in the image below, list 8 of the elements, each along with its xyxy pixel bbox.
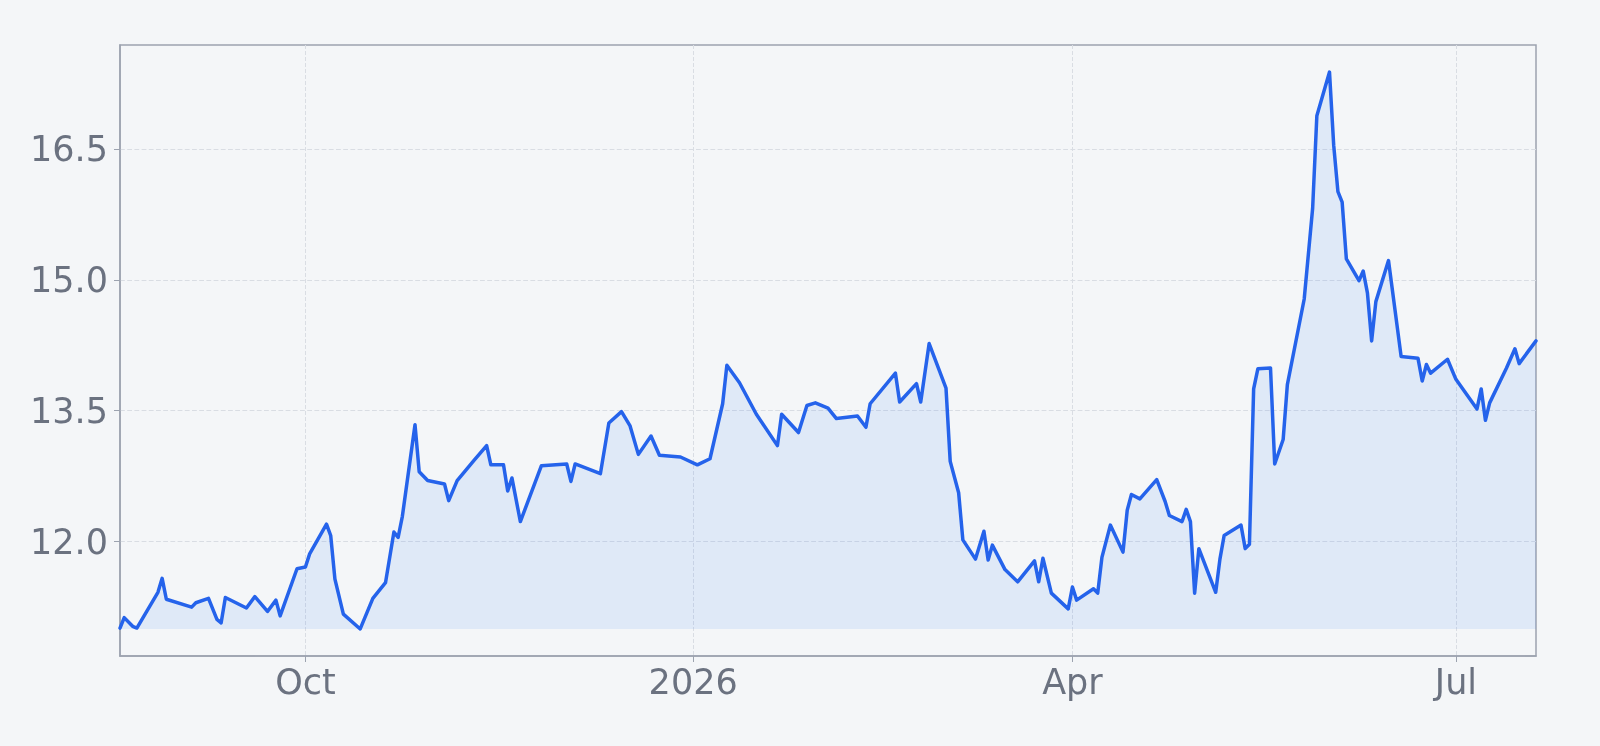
y-tick-label: 16.5 — [30, 128, 108, 169]
x-tick-label: Jul — [1432, 661, 1478, 702]
x-tick-label: Oct — [275, 661, 336, 702]
y-tick-label: 12.0 — [30, 521, 108, 562]
y-tick-label: 13.5 — [30, 390, 108, 431]
x-tick-label: Apr — [1042, 661, 1104, 702]
x-tick-label: 2026 — [648, 661, 738, 702]
y-tick-label: 15.0 — [30, 259, 108, 300]
